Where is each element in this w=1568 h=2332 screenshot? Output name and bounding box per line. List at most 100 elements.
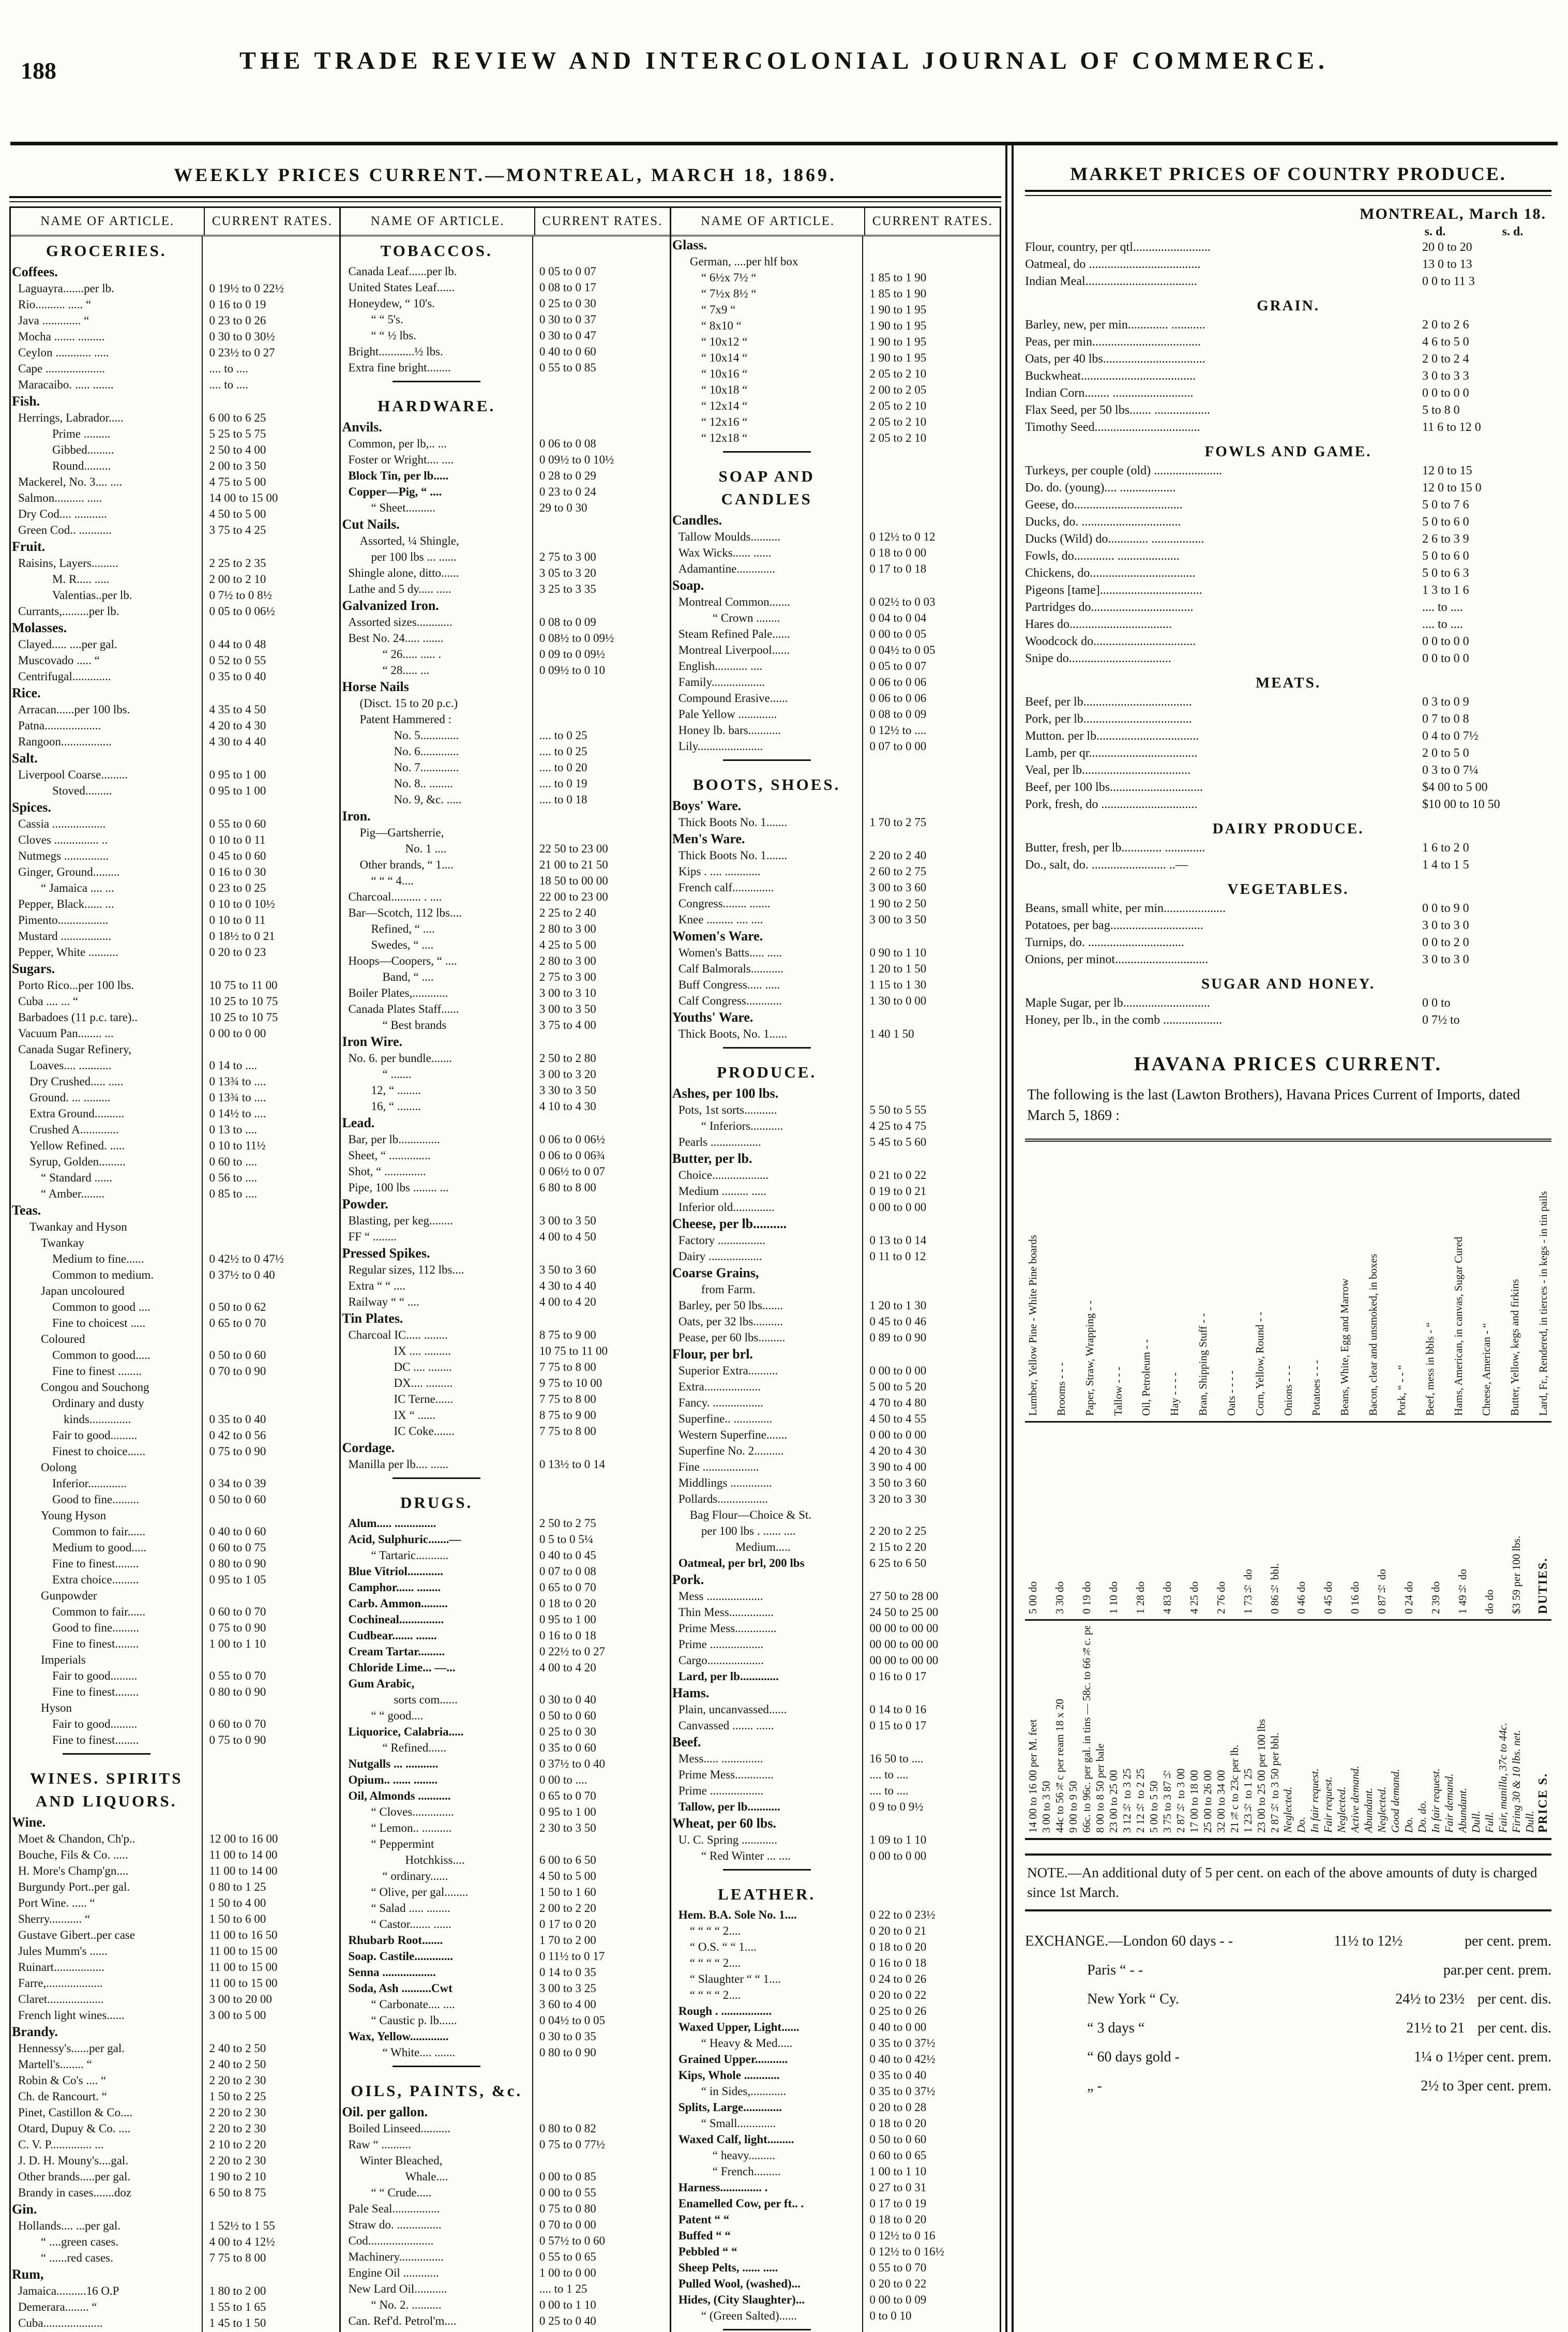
- havana-price-value: 23 00 to 25 00 per 100 lbs: [1255, 1719, 1268, 1833]
- produce-row: Turkeys, per couple (old) ..............…: [1025, 462, 1551, 480]
- article-name: Oatmeal, per brl, 200 lbs: [678, 1557, 805, 1569]
- produce-name: Pork, fresh, do ........................…: [1025, 798, 1198, 811]
- price-row: Thin Mess............... 24 50 to 25 00: [671, 1604, 1000, 1620]
- article-name: Hoops—Coopers, “ ....: [348, 954, 457, 967]
- produce-name: Maple Sugar, per lb.....................…: [1025, 996, 1210, 1010]
- article-rate: 0 25 to 0 40: [532, 2313, 670, 2329]
- article-name: DC .... ........: [394, 1361, 452, 1373]
- article-rate: 0 17 to 0 19: [862, 2195, 1000, 2211]
- price-row: “ French......... 1 00 to 1 10: [671, 2163, 1000, 2179]
- label-line: Coloured: [41, 1333, 85, 1346]
- article-name: Common to good.....: [52, 1349, 150, 1362]
- price-row: Charcoal IC..... ........ 8 75 to 9 00: [341, 1327, 669, 1343]
- price-row: Cloves ............... .. 0 10 to 0 11: [11, 832, 339, 848]
- price-row: Cuba .... ... “ 10 25 to 10 75: [11, 993, 339, 1009]
- havana-item-label: Brooms - - -: [1055, 1362, 1067, 1416]
- price-row: [341, 2060, 669, 2076]
- article-rate: [862, 1684, 1000, 1701]
- article-name: Mackerel, No. 3.... ....: [18, 475, 123, 488]
- price-row: Cargo................... 00 00 to 00 00: [671, 1652, 1000, 1668]
- article-name: [671, 446, 862, 462]
- price-row: Demerara........ “ 1 55 to 1 65: [11, 2299, 339, 2315]
- article-name: Superfine No. 2..........: [678, 1444, 784, 1457]
- article-name: Swedes, “ ....: [371, 938, 434, 951]
- article-rate: [862, 446, 1000, 462]
- havana-price-value: 8 00 to 8 50 per bale: [1094, 1743, 1106, 1833]
- price-row: M. R..... ..... 2 00 to 2 10: [11, 571, 339, 587]
- article-name: Gibbed.........: [52, 443, 114, 456]
- price-row: Hides, (City Slaughter)... 0 00 to 0 09: [671, 2292, 1000, 2308]
- article-name: Port Wine. ..... “: [18, 1896, 95, 1909]
- article-rate: 11 00 to 16 50: [202, 1927, 339, 1943]
- produce-section-heading: FOWLS AND GAME.: [1204, 443, 1372, 460]
- article-rate: 0 06½ to 0 07: [532, 1163, 670, 1179]
- article-rate: 4 50 to 5 00: [202, 506, 339, 522]
- article-rate: 4 00 to 4 12½: [202, 2234, 339, 2250]
- havana-market-status: Fair demand.: [1443, 1773, 1456, 1833]
- article-name: Sherry........... “: [18, 1912, 91, 1925]
- price-row: [341, 376, 669, 392]
- produce-row: Oatmeal, do ............................…: [1025, 256, 1551, 273]
- article-rate: 1 50 to 2 25: [202, 2088, 339, 2104]
- article-rate: 8 75 to 9 00: [532, 1407, 670, 1423]
- price-row: Copper—Pig, “ .... 0 23 to 0 24: [341, 484, 669, 500]
- article-rate: [202, 684, 339, 701]
- produce-name: Potatoes, per bag.......................…: [1025, 919, 1203, 932]
- article-name: “ Best brands: [382, 1019, 447, 1032]
- article-rate: 0 17 to 0 20: [532, 1916, 670, 1932]
- price-column-3: NAME OF ARTICLE. CURRENT RATES. Glass. Germ…: [671, 208, 1002, 2332]
- section-heading: LEATHER.: [718, 1885, 816, 1903]
- article-name: Mess ...................: [678, 1590, 763, 1603]
- article-rate: [862, 1733, 1000, 1751]
- produce-name: Flour, country, per qtl.................…: [1025, 241, 1211, 254]
- article-rate: 3 00 to 3 60: [862, 879, 1000, 895]
- article-rate: 3 00 to 5 00: [202, 2007, 339, 2023]
- article-name: Prime ..................: [678, 1784, 764, 1797]
- article-rate: 1 90 to 2 10: [202, 2169, 339, 2185]
- price-row: Wax Wicks...... ...... 0 18 to 0 00: [671, 545, 1000, 561]
- price-row: Common to fair...... 0 40 to 0 60: [11, 1523, 339, 1539]
- havana-price-value: 3 75 to 3 87½: [1161, 1768, 1173, 1833]
- article-rate: 0 07 to 0 00: [862, 738, 1000, 754]
- article-name: French calf..............: [678, 881, 774, 894]
- article-rate: 4 00 to 4 20: [532, 1660, 670, 1676]
- price-row: Montreal Common....... 0 02½ to 0 03: [671, 594, 1000, 610]
- produce-row: Fowls, do............. .................…: [1025, 548, 1551, 565]
- article-rate: 2 20 to 2 30: [202, 2152, 339, 2169]
- havana-duty-value: 2 76 do: [1215, 1581, 1227, 1614]
- article-name: Otard, Dupuy & Co. ....: [18, 2122, 131, 2135]
- label-line: Hyson: [41, 1701, 72, 1714]
- article-name: “ Heavy & Med.....: [701, 2037, 793, 2050]
- price-row: “ “ good.... 0 50 to 0 60: [341, 1708, 669, 1724]
- price-row: [671, 754, 1000, 770]
- price-row: Laguayra.......per lb. 0 19½ to 0 22½: [11, 280, 339, 296]
- price-row: Dairy .................. 0 11 to 0 12: [671, 1248, 1000, 1264]
- price-row: No. 5............. .... to 0 25: [341, 727, 669, 743]
- article-name: Raw “ ..........: [348, 2138, 411, 2151]
- produce-rate: 3 0 to 3 0: [1422, 953, 1469, 966]
- article-name: “ French.........: [712, 2165, 781, 2178]
- price-row: Charcoal.......... . .... 22 00 to 23 00: [341, 889, 669, 905]
- price-column-2: NAME OF ARTICLE. CURRENT RATES. TOBACCOS. C…: [341, 208, 671, 2332]
- article-name: Other brands.....per gal.: [18, 2170, 131, 2183]
- price-row: Pimento................. 0 10 to 0 11: [11, 912, 339, 928]
- article-name: Jules Mumm's ......: [18, 1945, 108, 1957]
- article-rate: [202, 619, 339, 636]
- article-name: “ Sheet..........: [371, 501, 436, 514]
- article-rate: [862, 1009, 1000, 1026]
- article-rate: 2 25 to 2 40: [532, 905, 670, 921]
- article-name: Barley, per 50 lbs.......: [678, 1299, 783, 1312]
- article-rate: 2 20 to 2 30: [202, 2072, 339, 2088]
- article-rate: 10 25 to 10 75: [202, 993, 339, 1009]
- havana-item-label: Pork, “ - - “: [1395, 1365, 1408, 1416]
- article-rate: 3 50 to 3 60: [532, 1262, 670, 1278]
- article-rate: 6 25 to 6 50: [862, 1555, 1000, 1571]
- produce-name: Barley, new, per min............. ......…: [1025, 318, 1205, 332]
- article-rate: 3 00 to 3 10: [532, 985, 670, 1001]
- article-rate: 0 40 to 0 60: [532, 343, 670, 360]
- price-row: Claret................... 3 00 to 20 00: [11, 1991, 339, 2007]
- article-rate: 0 13 to 0 14: [862, 1232, 1000, 1248]
- weekly-prices-section: WEEKLY PRICES CURRENT.—MONTREAL, MARCH 1…: [9, 145, 1002, 2332]
- article-rate: 3 75 to 4 25: [202, 522, 339, 538]
